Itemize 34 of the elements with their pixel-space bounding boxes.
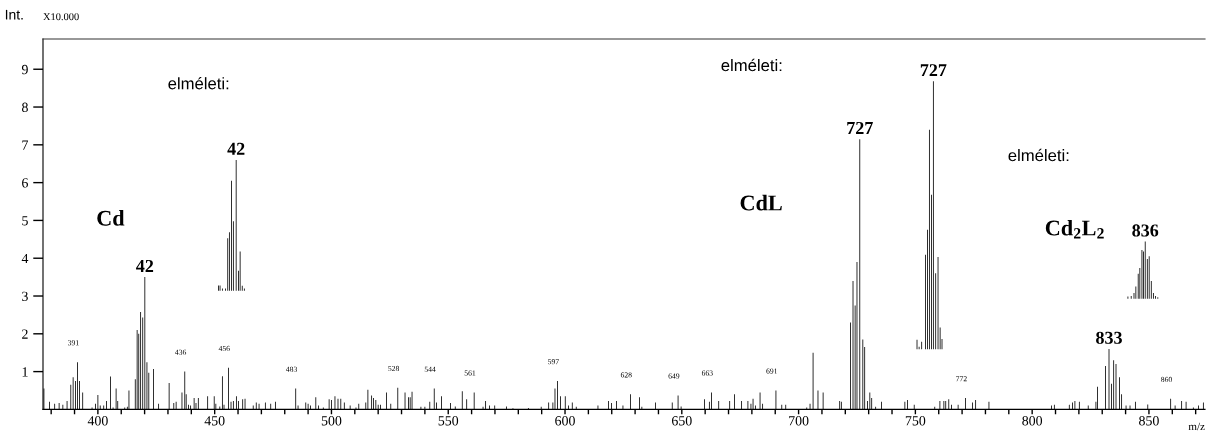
x-tick-label: 400	[87, 416, 108, 426]
x-tick-label: 700	[789, 416, 809, 426]
y-tick-label: 7	[22, 140, 29, 150]
y-tick-label: 5	[22, 216, 28, 226]
annotation: elméleti:	[721, 58, 782, 72]
x-tick-label: 750	[905, 416, 926, 426]
x-tick-label: 450	[204, 416, 225, 426]
x-tick-label: 850	[1139, 416, 1159, 426]
x-tick-label: 550	[438, 416, 459, 426]
annotation: 836	[1132, 224, 1159, 237]
annotation: 42	[136, 259, 154, 272]
annotation: 727	[847, 121, 873, 134]
x-axis-title: m/z	[1188, 422, 1205, 431]
y-tick-label: 2	[22, 329, 28, 339]
y-axis-title: Int.	[5, 9, 23, 20]
text: X10.000	[43, 13, 79, 21]
annotation: elméleti:	[1008, 148, 1069, 162]
annotation: 42	[227, 142, 245, 155]
y-tick-label: 1	[22, 367, 28, 377]
y-tick-label: 3	[22, 291, 28, 301]
y-tick-label: 9	[21, 64, 28, 75]
x-tick-label: 650	[671, 416, 692, 426]
y-tick-label: 8	[22, 102, 28, 112]
annotation: Cd$_{2}$L$_{2}$	[1045, 219, 1104, 239]
annotation: 727	[920, 64, 947, 77]
annotation: CdL	[740, 194, 782, 211]
x-tick-label: 600	[555, 416, 575, 426]
x-tick-label: 500	[321, 416, 342, 426]
y-tick-label: 6	[22, 178, 28, 188]
annotation: elméleti:	[168, 76, 229, 90]
y-tick-label: 4	[21, 253, 29, 264]
x-tick-label: 800	[1022, 416, 1043, 426]
annotation: 833	[1096, 331, 1122, 344]
annotation: Cd	[97, 210, 125, 226]
